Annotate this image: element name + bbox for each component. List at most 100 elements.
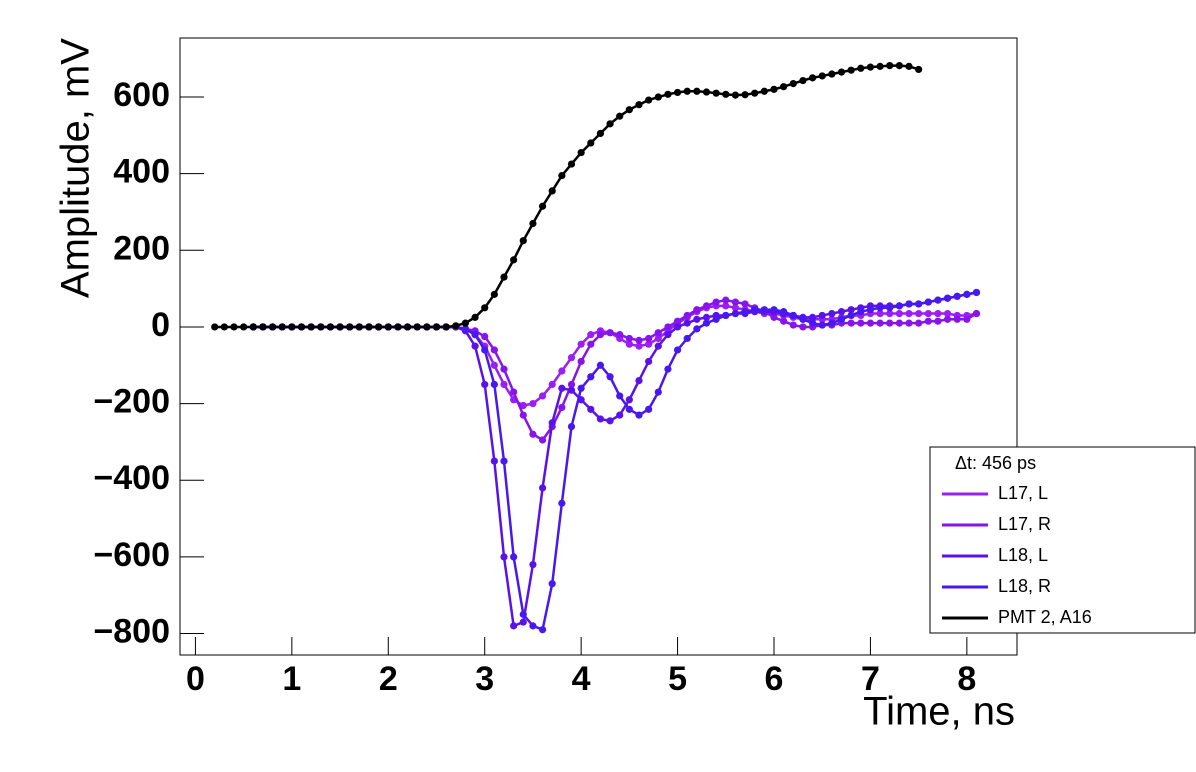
data-point — [538, 626, 547, 634]
data-point — [423, 323, 431, 331]
data-point — [481, 304, 489, 312]
data-point — [924, 309, 932, 318]
data-point — [481, 332, 489, 341]
y-tick-label: 400 — [113, 153, 170, 191]
data-point — [635, 411, 643, 419]
data-point — [943, 315, 952, 323]
data-point — [220, 323, 228, 331]
data-point — [905, 319, 913, 327]
data-point — [808, 74, 817, 82]
data-point — [452, 322, 460, 330]
data-point — [500, 380, 508, 389]
data-point — [664, 90, 672, 98]
data-point — [529, 400, 537, 408]
data-point — [722, 302, 730, 310]
data-point — [288, 323, 296, 331]
data-point — [471, 342, 479, 350]
data-point — [702, 313, 711, 321]
x-tick-label: 3 — [475, 660, 494, 698]
data-point — [895, 319, 903, 327]
data-point — [828, 309, 836, 318]
data-point — [461, 325, 470, 333]
data-point — [481, 346, 489, 354]
data-point — [780, 317, 788, 325]
y-tick-label: 600 — [113, 76, 170, 114]
data-point — [471, 313, 479, 321]
data-point — [857, 308, 865, 316]
data-point — [905, 300, 913, 308]
data-point — [972, 288, 981, 297]
data-point — [500, 457, 508, 465]
data-point — [712, 298, 720, 306]
x-tick-label: 8 — [957, 660, 976, 698]
data-point — [500, 365, 508, 373]
data-point — [837, 315, 846, 323]
data-point — [587, 139, 595, 147]
data-point — [645, 357, 653, 366]
data-point — [268, 323, 277, 331]
data-point — [259, 323, 267, 331]
data-point — [895, 302, 903, 310]
data-point — [249, 323, 257, 331]
data-point — [712, 89, 720, 97]
data-point — [731, 309, 740, 318]
data-point — [519, 237, 527, 245]
data-point — [673, 323, 682, 331]
data-point — [886, 304, 894, 312]
data-point — [770, 313, 778, 321]
data-point — [558, 171, 566, 180]
data-point — [943, 294, 952, 302]
data-point — [693, 325, 701, 333]
data-point — [645, 340, 653, 348]
data-point — [278, 323, 286, 331]
data-point — [702, 88, 711, 96]
data-point — [616, 112, 624, 120]
data-point — [654, 334, 662, 343]
data-point — [645, 96, 653, 104]
data-point — [780, 308, 788, 316]
data-point — [645, 334, 653, 343]
data-point — [847, 319, 855, 327]
data-point — [625, 340, 633, 348]
data-point — [693, 87, 701, 95]
data-point — [915, 309, 923, 318]
data-point — [780, 83, 788, 91]
data-point — [461, 319, 470, 327]
data-point — [731, 304, 740, 312]
data-point — [905, 309, 913, 318]
data-point — [943, 309, 952, 318]
data-point — [837, 68, 846, 76]
x-axis-title: Time, ns — [863, 690, 1015, 734]
data-point — [442, 323, 450, 331]
data-point — [828, 319, 836, 327]
data-point — [625, 396, 633, 404]
data-point — [731, 298, 740, 306]
data-point — [471, 331, 479, 339]
data-point — [240, 323, 248, 331]
data-point — [799, 315, 807, 323]
data-point — [731, 91, 740, 99]
data-point — [683, 319, 691, 327]
data-point — [866, 306, 875, 314]
data-point — [519, 411, 527, 419]
data-point — [596, 129, 605, 138]
data-point — [616, 392, 624, 400]
data-point — [538, 484, 547, 492]
data-point — [789, 80, 797, 88]
y-tick-label: −600 — [93, 536, 170, 574]
data-point — [587, 405, 595, 413]
series-line — [253, 291, 977, 632]
data-point — [741, 91, 749, 99]
data-point — [876, 309, 884, 318]
data-point — [548, 187, 556, 195]
legend-title: Δt: 456 ps — [955, 453, 1036, 473]
data-point — [722, 311, 730, 320]
legend-label: L17, R — [998, 514, 1051, 534]
data-point — [953, 315, 961, 323]
data-point — [606, 417, 614, 425]
data-point — [789, 311, 797, 320]
data-point — [510, 553, 518, 561]
x-tick-label: 0 — [186, 660, 205, 698]
legend-label: L18, L — [998, 545, 1048, 565]
